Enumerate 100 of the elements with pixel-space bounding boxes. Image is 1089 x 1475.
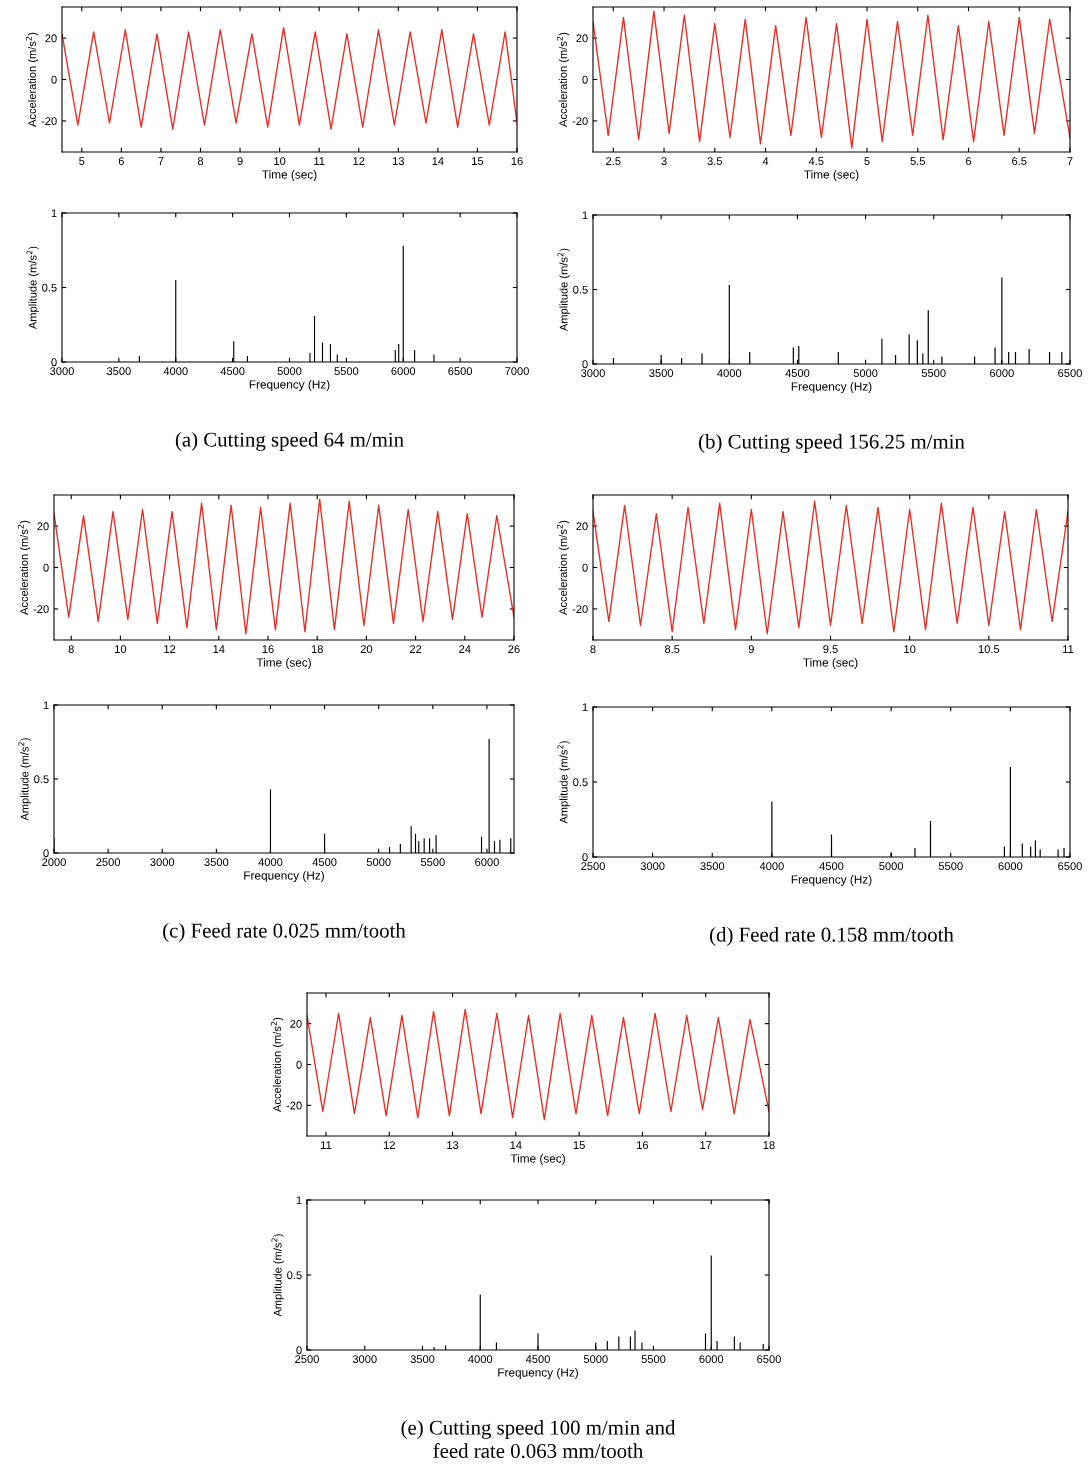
- x-tick-label: 5500: [938, 862, 963, 871]
- x-axis-title: Frequency (Hz): [249, 380, 330, 391]
- x-tick-label: 18: [311, 645, 323, 654]
- x-tick-label: 18: [763, 1141, 775, 1150]
- x-tick-label: 7: [158, 157, 164, 165]
- y-tick-label: 20: [576, 34, 588, 43]
- x-tick-label: 4000: [258, 858, 283, 867]
- y-tick-label: 0: [296, 1060, 302, 1069]
- text: (e) Cutting speed 100 m/min and feed rate 0.063 mm/tooth: [401, 1420, 676, 1459]
- x-tick-label: 6000: [391, 367, 416, 376]
- line-series: [62, 27, 517, 130]
- x-axis-title: Time (sec): [256, 658, 311, 669]
- x-axis-title: Frequency (Hz): [791, 875, 872, 886]
- x-tick-label: 5000: [277, 367, 302, 376]
- y-tick-label: 0: [43, 849, 49, 858]
- y-axis-title: Amplitude (m/s$^{2}$): [557, 741, 570, 824]
- x-tick-label: 9.5: [823, 645, 838, 654]
- y-tick-label: 0: [582, 75, 588, 84]
- x-tick-label: 10: [115, 645, 127, 654]
- x-tick-label: 14: [213, 645, 225, 653]
- x-tick-label: 5: [864, 157, 870, 166]
- x-tick-label: 12: [164, 645, 176, 653]
- y-tick-label: 20: [37, 522, 49, 531]
- x-tick-label: 4500: [525, 1355, 550, 1364]
- x-tick-label: 6: [965, 157, 972, 166]
- x-tick-label: 9: [237, 157, 243, 166]
- x-tick-label: 14: [510, 1141, 522, 1149]
- x-tick-label: 4000: [717, 369, 742, 378]
- y-tick-label: -20: [572, 605, 588, 614]
- y-tick-label: 0: [582, 563, 588, 572]
- x-tick-label: 2500: [295, 1355, 319, 1364]
- y-tick-label: 0: [582, 853, 588, 862]
- x-tick-label: 10: [274, 157, 286, 166]
- x-tick-label: 13: [392, 157, 404, 166]
- x-tick-label: 5000: [853, 369, 878, 378]
- x-tick-label: 5000: [366, 858, 391, 867]
- y-tick-label: 0: [51, 358, 57, 367]
- y-tick-label: 0.5: [573, 285, 588, 294]
- x-tick-label: 4000: [759, 862, 784, 871]
- y-tick-label: 0.5: [287, 1271, 302, 1280]
- x-tick-label: 6.5: [1012, 157, 1027, 166]
- line-series: [593, 500, 1068, 635]
- y-tick-label: 0.5: [34, 775, 49, 784]
- x-tick-label: 2500: [96, 858, 121, 867]
- x-tick-label: 8: [68, 645, 74, 654]
- x-tick-label: 5500: [921, 369, 946, 378]
- x-tick-label: 4: [762, 157, 769, 165]
- x-tick-label: 13: [447, 1141, 459, 1150]
- y-axis-title: Acceleration (m/s$^{2}$): [556, 32, 570, 127]
- x-tick-label: 2.5: [606, 157, 621, 166]
- x-axis-title: Frequency (Hz): [791, 382, 872, 393]
- x-tick-label: 11: [321, 1141, 332, 1149]
- text: (a) Cutting speed 64 m/min: [175, 432, 404, 451]
- x-tick-label: 24: [459, 645, 471, 653]
- x-tick-label: 9: [748, 645, 754, 654]
- x-tick-label: 11: [314, 157, 325, 165]
- x-tick-label: 7000: [505, 367, 529, 376]
- x-tick-label: 3000: [150, 858, 175, 867]
- x-tick-label: 3: [661, 157, 667, 166]
- x-tick-label: 6500: [757, 1355, 781, 1364]
- x-tick-label: 3000: [50, 367, 74, 376]
- x-tick-label: 5.5: [910, 157, 926, 166]
- x-tick-label: 6500: [448, 367, 473, 376]
- x-tick-label: 4000: [163, 367, 188, 376]
- y-tick-label: -20: [572, 117, 588, 126]
- x-tick-label: 6: [118, 157, 124, 166]
- x-axis-title: Time (sec): [803, 658, 858, 669]
- y-tick-label: 1: [582, 703, 588, 712]
- x-tick-label: 8: [590, 645, 596, 654]
- x-tick-label: 4500: [220, 367, 245, 376]
- x-tick-label: 5000: [879, 862, 904, 871]
- x-tick-label: 6500: [1058, 862, 1082, 871]
- x-tick-label: 3500: [204, 858, 229, 867]
- x-tick-label: 3000: [640, 862, 665, 871]
- x-tick-label: 12: [353, 157, 365, 165]
- x-axis-title: Time (sec): [262, 170, 317, 181]
- x-tick-label: 6000: [998, 862, 1023, 871]
- x-tick-label: 6000: [990, 369, 1014, 378]
- x-tick-label: 14: [432, 157, 444, 165]
- x-tick-label: 3500: [106, 367, 131, 376]
- x-tick-label: 20: [360, 645, 373, 654]
- y-tick-label: 0: [582, 360, 588, 369]
- x-tick-label: 17: [700, 1141, 712, 1149]
- line-series: [307, 1008, 769, 1121]
- text: (c) Feed rate 0.025 mm/tooth: [163, 923, 406, 942]
- y-tick-label: -20: [33, 605, 49, 614]
- x-axis-title: Frequency (Hz): [498, 1368, 578, 1379]
- x-tick-label: 7: [1067, 157, 1073, 165]
- x-tick-label: 6500: [1058, 369, 1082, 378]
- x-tick-label: 3500: [649, 369, 674, 378]
- y-tick-label: 1: [296, 1196, 302, 1205]
- y-axis-title: Acceleration (m/s$^{2}$): [25, 32, 39, 127]
- x-axis-title: Frequency (Hz): [244, 871, 324, 882]
- x-tick-label: 5: [79, 157, 85, 166]
- x-tick-label: 15: [573, 1141, 585, 1150]
- x-tick-label: 5500: [420, 858, 445, 867]
- x-tick-label: 3000: [581, 369, 605, 378]
- y-tick-label: 0: [51, 75, 57, 84]
- x-tick-label: 5000: [583, 1355, 608, 1364]
- x-tick-label: 16: [262, 645, 274, 654]
